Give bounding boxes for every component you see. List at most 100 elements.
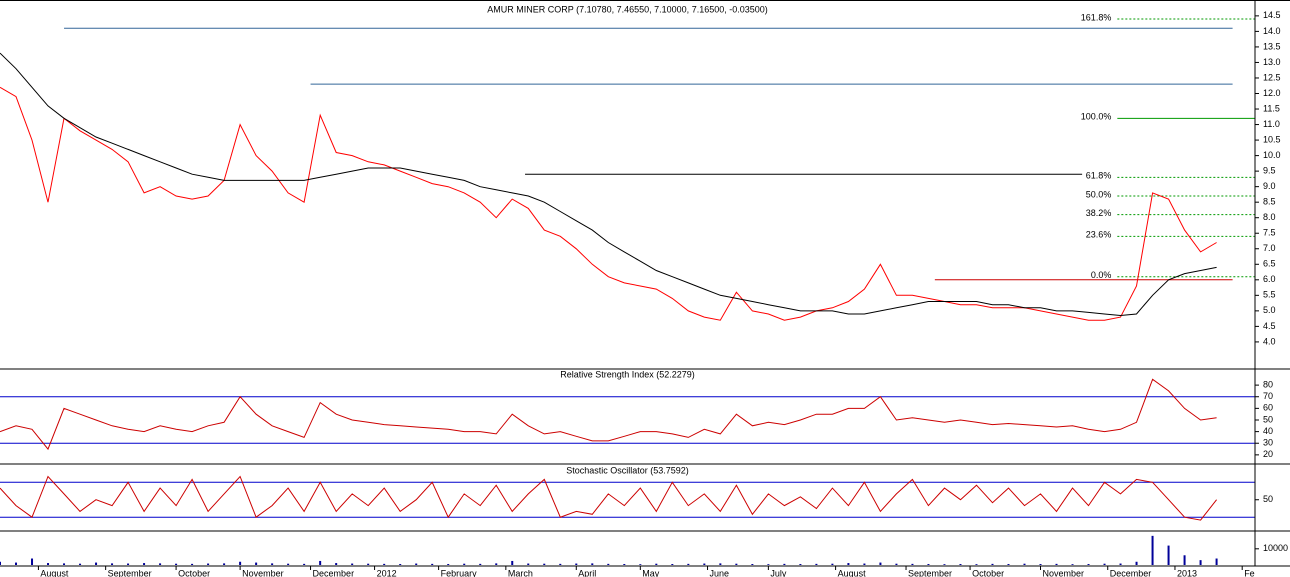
volume-bar <box>735 563 738 565</box>
volume-bar <box>655 563 658 565</box>
y-tick-label: 11.5 <box>1263 103 1280 113</box>
volume-bar <box>975 564 978 565</box>
volume-bar <box>159 563 162 565</box>
panel-title: Stochastic Oscillator (53.7592) <box>566 465 689 475</box>
panel-title: Relative Strength Index (52.2279) <box>560 369 695 379</box>
panel-title: AMUR MINER CORP (7.10780, 7.46550, 7.100… <box>487 4 768 14</box>
volume-bar <box>255 562 258 565</box>
y-tick-label: 14.0 <box>1263 26 1281 36</box>
volume-bar <box>767 564 770 565</box>
stochastic-line <box>0 475 1217 521</box>
x-tick-label: November <box>1042 568 1084 577</box>
volume-bar <box>959 564 962 565</box>
volume-bar <box>479 563 482 565</box>
y-tick-label: 4.0 <box>1263 336 1276 346</box>
y-tick-label: 5.5 <box>1263 290 1276 300</box>
volume-bar <box>383 563 386 565</box>
x-tick-label: August <box>40 568 69 577</box>
volume-bar <box>703 563 706 565</box>
volume-bar <box>671 564 674 565</box>
x-tick-label: 2013 <box>1177 568 1197 577</box>
volume-bar <box>127 563 130 565</box>
y-tick-label: 10.5 <box>1263 134 1281 144</box>
volume-bar <box>623 564 626 565</box>
volume-bar <box>463 563 466 565</box>
x-tick-label: August <box>838 568 867 577</box>
volume-bar <box>927 564 930 565</box>
volume-bar <box>31 558 34 565</box>
volume-bar <box>687 563 690 565</box>
volume-bar <box>351 563 354 565</box>
y-tick-label: 6.5 <box>1263 259 1276 269</box>
volume-bar <box>287 563 290 565</box>
volume-bar <box>991 563 994 565</box>
volume-bar <box>1119 563 1122 565</box>
volume-bar <box>1023 563 1026 565</box>
volume-bar <box>495 563 498 565</box>
volume-bar <box>1007 564 1010 565</box>
volume-bar <box>239 561 242 565</box>
volume-bar <box>591 563 594 565</box>
volume-bar <box>447 564 450 565</box>
volume-bar <box>399 564 402 565</box>
volume-bar <box>143 563 146 565</box>
y-tick-label: 50 <box>1263 414 1273 424</box>
volume-bar <box>63 563 66 565</box>
fib-label: 23.6% <box>1086 230 1112 240</box>
x-tick-label: Fe <box>1244 568 1255 577</box>
x-tick-label: April <box>578 568 596 577</box>
y-tick-label: 8.0 <box>1263 212 1276 222</box>
volume-bar <box>415 563 418 565</box>
volume-bar <box>607 563 610 565</box>
volume-bar <box>1087 564 1090 565</box>
volume-bar <box>271 563 274 565</box>
y-tick-label: 50 <box>1263 494 1273 504</box>
y-tick-label: 30 <box>1263 438 1273 448</box>
x-tick-label: November <box>242 568 284 577</box>
y-tick-label: 11.0 <box>1263 119 1280 129</box>
y-tick-label: 20 <box>1263 449 1273 459</box>
volume-bar <box>431 563 434 565</box>
volume-bar <box>575 563 578 565</box>
volume-bar <box>639 564 642 565</box>
volume-bar <box>47 563 50 565</box>
y-tick-label: 9.5 <box>1263 166 1276 176</box>
y-tick-label: 40 <box>1263 426 1273 436</box>
volume-bar <box>511 560 514 565</box>
x-tick-label: October <box>178 568 210 577</box>
volume-bar <box>559 563 562 565</box>
volume-bar <box>895 563 898 565</box>
y-tick-label: 10000 <box>1263 543 1288 553</box>
x-tick-label: December <box>1110 568 1152 577</box>
y-tick-label: 4.5 <box>1263 321 1276 331</box>
price-line <box>0 86 1217 321</box>
x-tick-label: July <box>770 568 787 577</box>
y-tick-label: 7.0 <box>1263 243 1276 253</box>
y-tick-label: 8.5 <box>1263 197 1276 207</box>
fib-label: 161.8% <box>1081 12 1112 22</box>
x-tick-label: March <box>508 568 533 577</box>
x-tick-label: February <box>441 568 478 577</box>
volume-bar <box>879 562 882 565</box>
y-tick-label: 12.0 <box>1263 88 1281 98</box>
volume-bar <box>719 563 722 565</box>
volume-bar <box>1151 535 1154 565</box>
volume-bar <box>111 563 114 565</box>
y-tick-label: 80 <box>1263 379 1273 389</box>
volume-bar <box>1055 563 1058 565</box>
y-tick-label: 13.0 <box>1263 57 1281 67</box>
volume-bar <box>1183 555 1186 565</box>
volume-bar <box>319 560 322 565</box>
volume-bar <box>335 563 338 565</box>
volume-bar <box>207 563 210 565</box>
volume-bar <box>1135 561 1138 565</box>
volume-bar <box>79 563 82 565</box>
x-tick-label: September <box>108 568 152 577</box>
fib-label: 50.0% <box>1086 189 1112 199</box>
volume-bar <box>847 563 850 565</box>
rsi-line <box>0 378 1217 451</box>
volume-bar <box>1167 545 1170 565</box>
volume-bar <box>223 563 226 565</box>
fib-label: 0.0% <box>1091 270 1112 280</box>
